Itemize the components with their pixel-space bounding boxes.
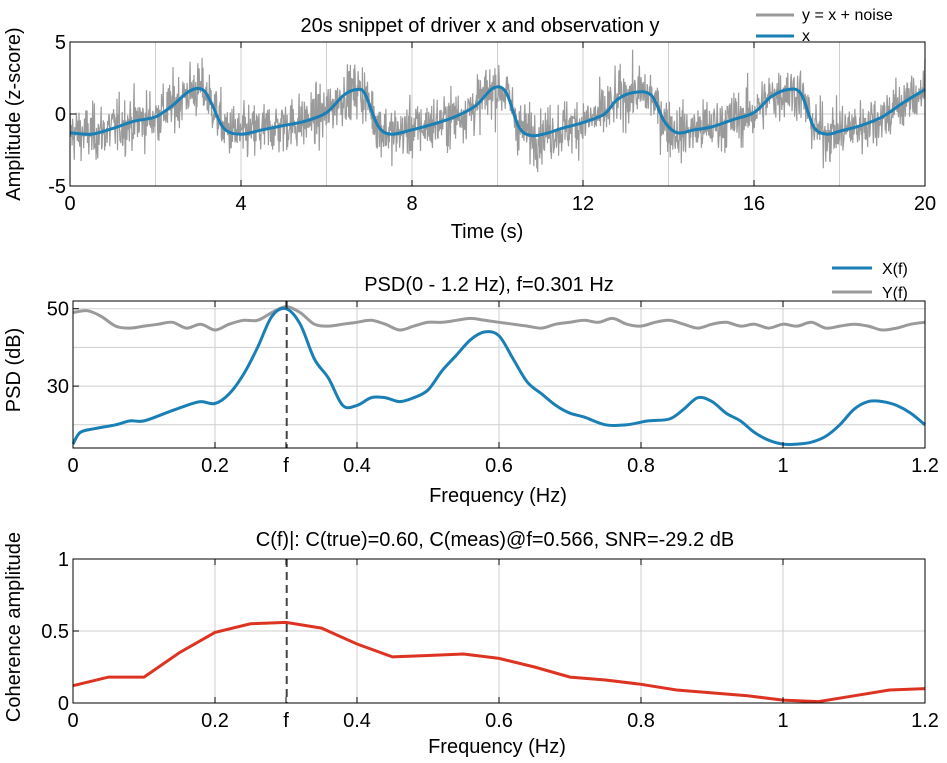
y-tick-label: 0.5	[41, 621, 69, 643]
x-tick-label: 20	[914, 193, 936, 215]
panel3-title: C(f)|: C(true)=0.60, C(meas)@f=0.566, SN…	[256, 529, 734, 551]
x-tick-label: 1.2	[911, 710, 939, 732]
psd-panel: PSD(0 - 1.2 Hz), f=0.301 Hz 0 0.2 f 0.4 0.6 0…	[3, 261, 939, 507]
y-tick-label: 50	[47, 299, 69, 321]
y-tick-label: -5	[48, 176, 66, 198]
x-tick-label: 12	[572, 193, 594, 215]
panel2-series	[71, 301, 926, 448]
series-x	[69, 85, 926, 138]
x-tick-label: 0	[67, 455, 78, 477]
x-tick-label: 0.4	[343, 455, 371, 477]
y-tick-label: 0	[55, 104, 66, 126]
x-tick-label: f	[283, 455, 289, 477]
legend-label-x: x	[802, 28, 810, 45]
panel3-xlabel: Frequency (Hz)	[428, 736, 566, 758]
panel3-ticks: 0 0.2 f 0.4 0.6 0.8 1 1.2 0 0.5 1	[41, 549, 939, 732]
x-tick-label: 0	[67, 710, 78, 732]
line-x-driver	[69, 85, 926, 138]
x-tick-label: 16	[743, 193, 765, 215]
panel3-grid	[73, 559, 925, 703]
panel1-ticks: 0 4 8 12 16 20-505	[48, 32, 936, 215]
x-tick-label: f	[283, 710, 289, 732]
y-tick-label: 5	[55, 32, 66, 54]
panel2-ticks: 0 0.2 f 0.4 0.6 0.8 1 1.2 30 50	[47, 299, 939, 477]
panel2-title: PSD(0 - 1.2 Hz), f=0.301 Hz	[364, 274, 614, 296]
x-tick-label: 8	[406, 193, 417, 215]
x-tick-label: 1	[777, 455, 788, 477]
y-tick-label: 1	[58, 549, 69, 571]
x-tick-label: 4	[235, 193, 246, 215]
panel2-ylabel: PSD (dB)	[3, 328, 25, 412]
coherence-panel: C(f)|: C(true)=0.60, C(meas)@f=0.566, SN…	[3, 529, 939, 758]
x-tick-label: 0.4	[343, 710, 371, 732]
line-y-observation	[69, 49, 926, 173]
x-tick-label: 0.6	[485, 710, 513, 732]
x-tick-label: 0.2	[201, 710, 229, 732]
x-tick-label: 0.8	[627, 455, 655, 477]
x-tick-label: 0.2	[201, 455, 229, 477]
legend-label-y: y = x + noise	[802, 7, 893, 24]
legend-label-Y: Y(f)	[882, 285, 908, 302]
panel1-xlabel: Time (s)	[451, 221, 524, 243]
y-tick-label: 0	[58, 693, 69, 715]
panel1-title: 20s snippet of driver x and observation …	[300, 15, 659, 37]
series-y-noise	[69, 49, 926, 173]
panel1-legend: y = x + noise x	[756, 7, 893, 45]
x-tick-label: 1	[777, 710, 788, 732]
panel2-xlabel: Frequency (Hz)	[429, 485, 567, 507]
panel2-legend: X(f) Y(f)	[832, 261, 908, 302]
panel1-ylabel: Amplitude (z-score)	[3, 27, 25, 200]
x-tick-label: 0.8	[627, 710, 655, 732]
line-Y-psd	[72, 305, 926, 332]
line-X-psd	[71, 306, 926, 447]
x-tick-label: 0	[64, 193, 75, 215]
x-tick-label: 0.6	[485, 455, 513, 477]
y-tick-label: 30	[47, 376, 69, 398]
legend-label-X: X(f)	[882, 261, 908, 278]
panel2-grid	[73, 301, 925, 448]
x-tick-label: 1.2	[911, 455, 939, 477]
panel3-ylabel: Coherence amplitude	[3, 532, 25, 722]
time-series-panel: 20s snippet of driver x and observation …	[3, 7, 936, 243]
